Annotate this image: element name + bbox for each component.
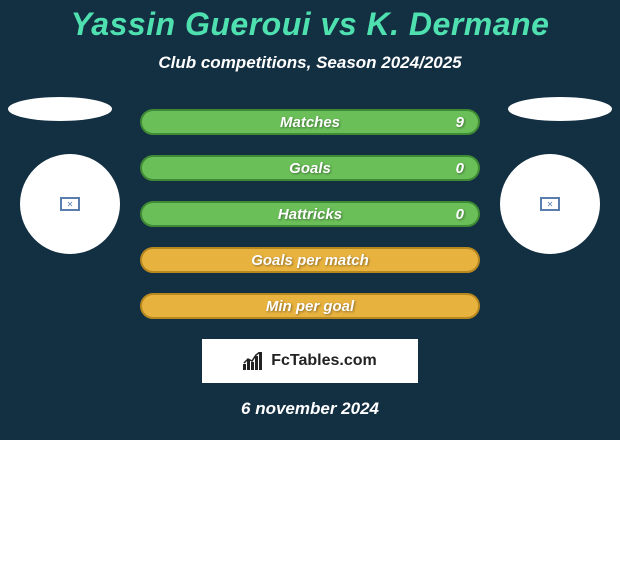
right-player-badge: ✕ [500,154,600,254]
stat-bar-hattricks: Hattricks 0 [140,201,480,227]
comparison-card: Yassin Gueroui vs K. Dermane Club compet… [0,0,620,440]
stat-value: 0 [456,160,464,177]
attribution-text: FcTables.com [271,352,377,370]
left-player-ellipse [8,97,112,121]
stat-label: Min per goal [266,298,354,315]
subtitle: Club competitions, Season 2024/2025 [0,53,620,73]
stat-label: Goals [289,160,331,177]
stat-label: Goals per match [251,252,369,269]
stat-bar-matches: Matches 9 [140,109,480,135]
stat-value: 0 [456,206,464,223]
page-title: Yassin Gueroui vs K. Dermane [0,0,620,43]
stat-value: 9 [456,114,464,131]
stat-label: Hattricks [278,206,342,223]
attribution-box: FcTables.com [202,339,418,383]
stat-bar-goals: Goals 0 [140,155,480,181]
date-text: 6 november 2024 [0,399,620,419]
left-badge-icon: ✕ [60,197,80,211]
stat-bar-min-per-goal: Min per goal [140,293,480,319]
right-badge-icon: ✕ [540,197,560,211]
attribution-chart-icon [243,352,265,370]
content-area: ✕ ✕ Matches 9 Goals 0 Hattricks 0 Goals … [0,109,620,419]
stat-bar-goals-per-match: Goals per match [140,247,480,273]
stat-label: Matches [280,114,340,131]
stat-bars: Matches 9 Goals 0 Hattricks 0 Goals per … [140,109,480,319]
left-player-badge: ✕ [20,154,120,254]
right-player-ellipse [508,97,612,121]
